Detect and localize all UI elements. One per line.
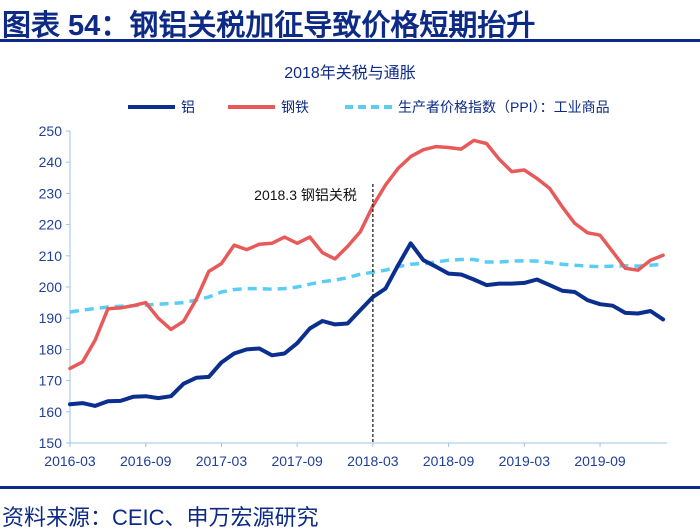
series-lines [68, 138, 666, 408]
y-tick-label: 220 [39, 217, 63, 233]
y-tick-label: 190 [39, 310, 63, 326]
y-tick-label: 200 [39, 279, 63, 295]
legend-label-0: 铝 [181, 99, 195, 115]
title-rule [0, 39, 700, 42]
x-tick-label: 2016-09 [120, 453, 172, 469]
x-tick-label: 2019-09 [574, 453, 626, 469]
y-tick-label: 150 [39, 435, 63, 451]
source-note: 资料来源：CEIC、申万宏源研究 [2, 505, 319, 530]
annotation: 2018.3 钢铝关税 [254, 184, 374, 443]
footer-rule [0, 486, 700, 489]
chart-title: 2018年关税与通胀 [284, 64, 416, 82]
x-tick-label: 2018-03 [347, 453, 399, 469]
axes: 150 160 170 180 190 200 210 220 230 240 250 2016-03… [39, 123, 668, 469]
legend-label-2: 生产者价格指数（PPI）：工业商品 [398, 99, 610, 115]
x-tick-label: 2017-09 [271, 453, 323, 469]
x-tick-label: 2016-03 [44, 453, 96, 469]
y-tick-label: 210 [39, 248, 63, 264]
series-line-0 [68, 241, 666, 408]
figure-title: 图表 54：钢铝关税加征导致价格短期抬升 [2, 10, 536, 42]
y-tick-label: 170 [39, 373, 63, 389]
series-line-1 [68, 138, 665, 371]
y-tick-label: 160 [39, 404, 63, 420]
legend: 铝 钢铁 生产者价格指数（PPI）：工业商品 [128, 99, 610, 115]
x-tick-label: 2018-09 [423, 453, 475, 469]
legend-label-1: 钢铁 [281, 99, 309, 115]
y-tick-label: 230 [39, 185, 63, 201]
y-tick-label: 250 [39, 123, 63, 139]
x-tick-label: 2019-03 [499, 453, 551, 469]
annotation-label: 2018.3 钢铝关税 [254, 187, 357, 203]
y-tick-label: 180 [39, 341, 63, 357]
x-tick-label: 2017-03 [196, 453, 248, 469]
y-tick-label: 240 [39, 154, 63, 170]
series-line-2 [69, 257, 664, 314]
